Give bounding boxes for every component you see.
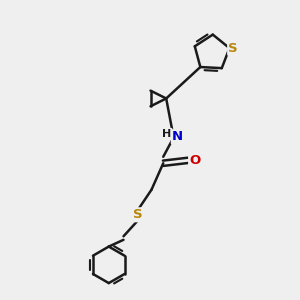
Text: O: O: [189, 154, 200, 167]
Text: S: S: [228, 42, 238, 55]
Text: N: N: [172, 130, 183, 143]
Text: S: S: [134, 208, 143, 221]
Text: H: H: [162, 129, 172, 139]
